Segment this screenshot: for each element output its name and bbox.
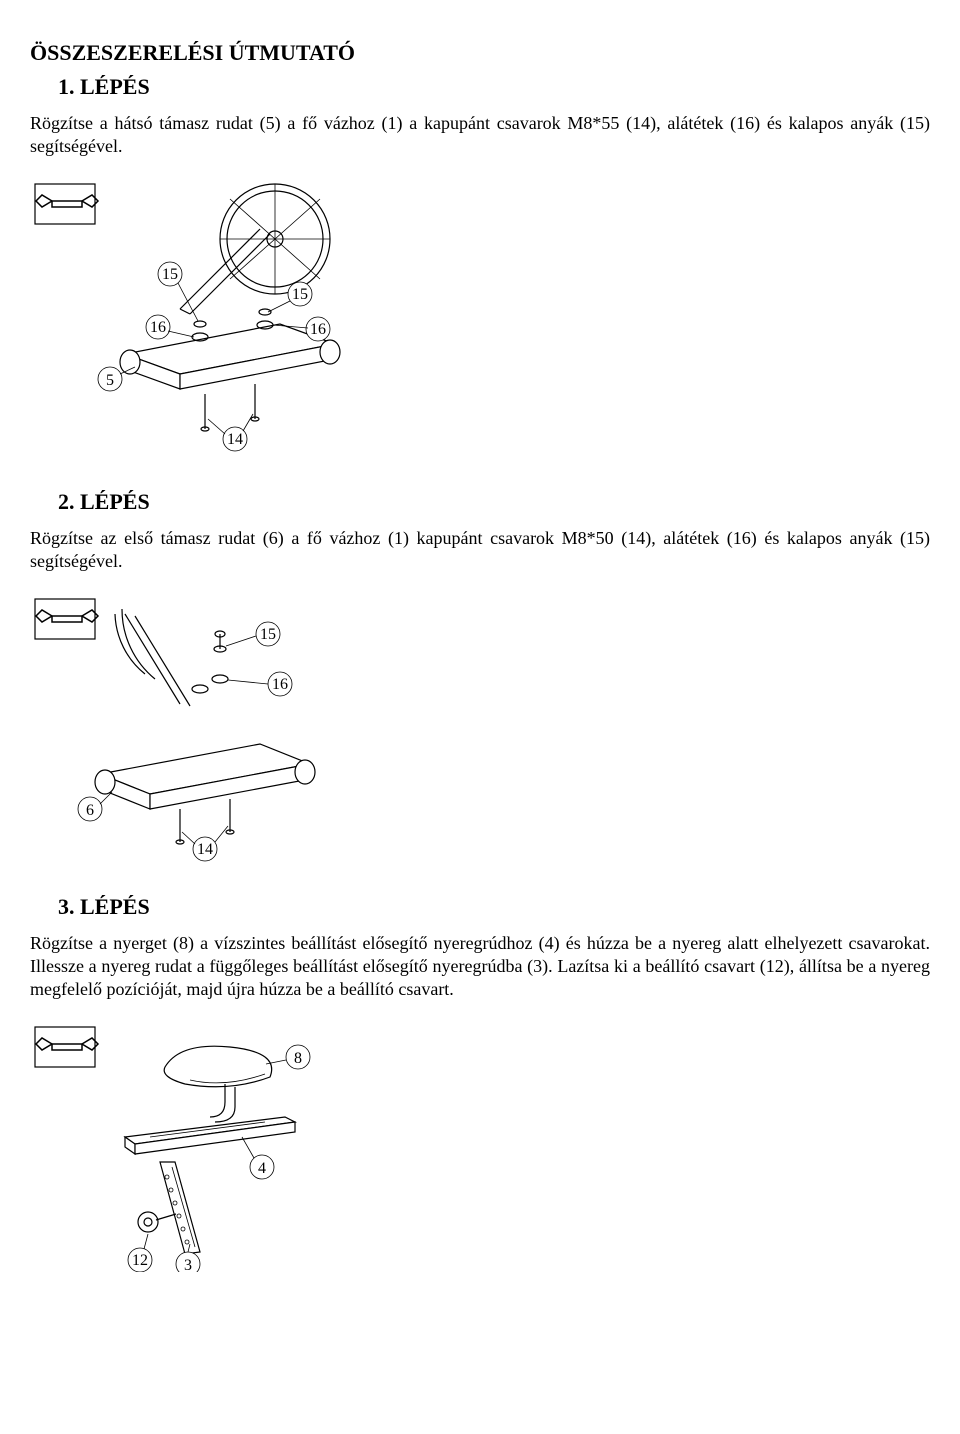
svg-text:15: 15: [260, 626, 276, 643]
svg-text:16: 16: [150, 319, 166, 336]
step-3-figure: 8 4 12 3: [30, 1022, 930, 1272]
step-1-figure: 15 16 5 15 16 14: [30, 179, 930, 459]
step-2-body: Rögzítse az első támasz rudat (6) a fő v…: [30, 527, 930, 574]
svg-text:3: 3: [184, 1257, 192, 1272]
step-2-figure: 15 16 6 14: [30, 594, 930, 864]
step-3-body: Rögzítse a nyerget (8) a vízszintes beál…: [30, 932, 930, 1002]
page-title: ÖSSZESZERELÉSI ÚTMUTATÓ: [30, 40, 930, 66]
svg-text:16: 16: [310, 321, 326, 338]
svg-text:14: 14: [227, 431, 243, 448]
svg-text:8: 8: [294, 1050, 302, 1067]
step-1-title: 1. LÉPÉS: [58, 74, 930, 100]
svg-text:12: 12: [132, 1252, 148, 1269]
step-3-title: 3. LÉPÉS: [58, 894, 930, 920]
svg-text:15: 15: [292, 286, 308, 303]
svg-text:5: 5: [106, 372, 114, 389]
svg-text:15: 15: [162, 266, 178, 283]
svg-text:14: 14: [197, 841, 213, 858]
svg-text:16: 16: [272, 676, 288, 693]
step-2-title: 2. LÉPÉS: [58, 489, 930, 515]
svg-text:6: 6: [86, 802, 94, 819]
step-1-body: Rögzítse a hátsó támasz rudat (5) a fő v…: [30, 112, 930, 159]
svg-text:4: 4: [258, 1160, 266, 1177]
